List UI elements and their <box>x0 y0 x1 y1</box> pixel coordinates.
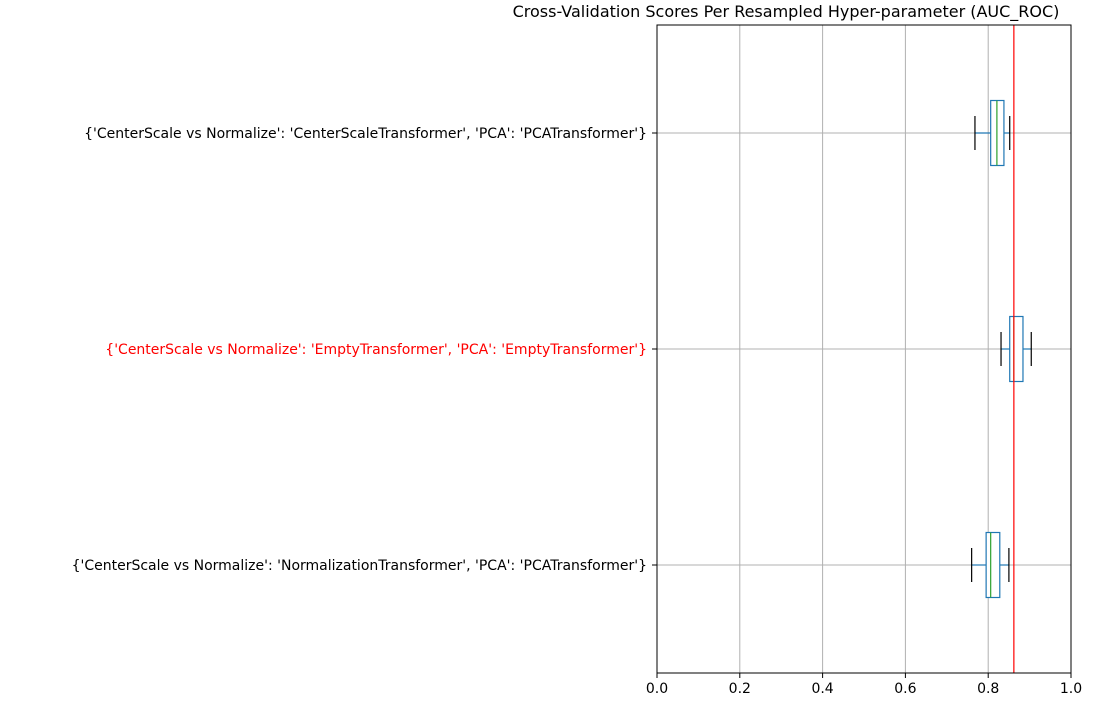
x-tick-label: 1.0 <box>1060 681 1082 697</box>
x-tick-label: 0.2 <box>729 681 751 697</box>
y-tick-label: {'CenterScale vs Normalize': 'CenterScal… <box>84 126 647 142</box>
x-tick-label: 0.8 <box>977 681 999 697</box>
chart-title: Cross-Validation Scores Per Resampled Hy… <box>513 2 1060 22</box>
box <box>985 531 1001 599</box>
x-tick-label: 0.4 <box>811 681 833 697</box>
y-tick-label: {'CenterScale vs Normalize': 'Normalizat… <box>72 558 647 574</box>
box-group <box>974 99 1011 167</box>
x-tick-label: 0.6 <box>894 681 916 697</box>
x-axis: 0.0 0.2 0.4 0.6 0.8 1.0 <box>646 673 1082 697</box>
y-tick-label: {'CenterScale vs Normalize': 'EmptyTrans… <box>105 342 647 358</box>
y-axis: {'CenterScale vs Normalize': 'CenterScal… <box>72 126 657 574</box>
box-group <box>1000 315 1032 383</box>
x-tick-label: 0.0 <box>646 681 668 697</box>
box-group <box>971 531 1010 599</box>
box <box>1009 315 1024 383</box>
